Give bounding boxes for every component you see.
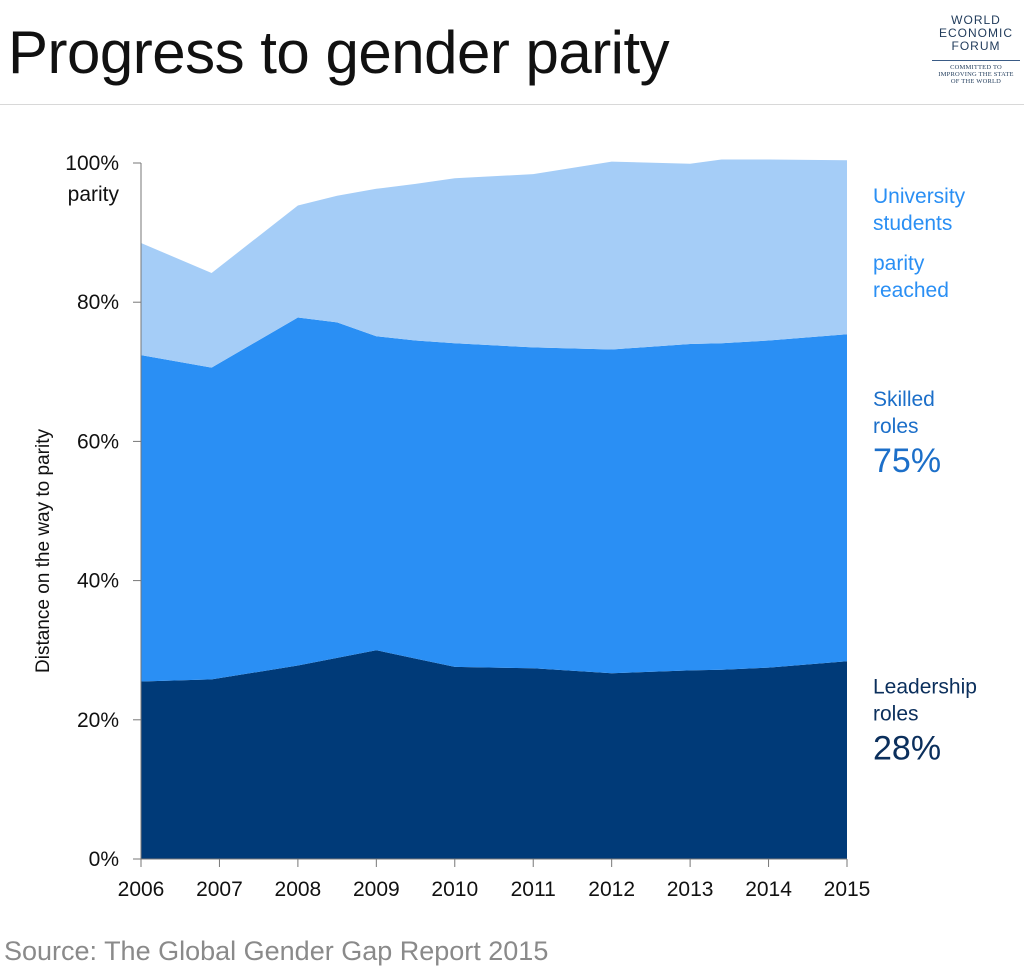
x-tick-label: 2012: [588, 878, 635, 901]
source-note: Source: The Global Gender Gap Report 201…: [4, 936, 549, 966]
annotation-university-line: students: [873, 212, 952, 235]
y-axis-title: Distance on the way to parity: [33, 429, 54, 673]
annotation-leadership-line: roles: [873, 702, 919, 725]
annotation-university-line: University: [873, 185, 966, 208]
y-tick-label: 40%: [77, 570, 119, 593]
annotation-leadership-line: Leadership: [873, 675, 977, 698]
annotation-skilled-line: Skilled: [873, 388, 935, 411]
logo-rule: [932, 60, 1020, 61]
wef-logo: WORLD ECONOMIC FORUM COMMITTED TO IMPROV…: [928, 14, 1024, 85]
title-divider: [0, 104, 1024, 105]
y-tick-label: 80%: [77, 291, 119, 314]
x-tick-label: 2014: [745, 878, 792, 901]
annotation-parity-reached-line: parity: [873, 252, 925, 275]
x-tick-label: 2013: [667, 878, 714, 901]
x-tick-label: 2008: [275, 878, 322, 901]
logo-line-world: WORLD: [951, 13, 1001, 27]
x-tick-label: 2009: [353, 878, 400, 901]
x-tick-label: 2006: [118, 878, 165, 901]
y-tick-label: 20%: [77, 709, 119, 732]
y-parity-label: parity: [68, 183, 120, 206]
logo-line-forum: FORUM: [951, 39, 1001, 53]
y-tick-label: 0%: [89, 848, 119, 871]
page-title: Progress to gender parity: [8, 19, 670, 86]
x-tick-label: 2011: [511, 878, 556, 901]
logo-motto: COMMITTED TO IMPROVING THE STATE OF THE …: [938, 64, 1014, 85]
annotation-parity-reached-line: reached: [873, 279, 949, 302]
y-tick-label: 100%: [65, 152, 119, 175]
annotation-skilled-line: roles: [873, 415, 919, 438]
area-skilled-roles: [141, 317, 847, 682]
y-tick-label: 60%: [77, 430, 119, 453]
stacked-area-chart: 0% 20% 40% 60% 80% 100% parity 2006 2007 2008 2009…: [33, 152, 977, 901]
logo-line-economic: ECONOMIC: [939, 26, 1013, 40]
annotation-skilled-value: 75%: [873, 442, 941, 480]
x-tick-label: 2007: [196, 878, 243, 901]
area-leadership-roles: [141, 650, 847, 859]
x-tick-label: 2015: [824, 878, 871, 901]
x-tick-label: 2010: [431, 878, 478, 901]
annotation-leadership-value: 28%: [873, 729, 941, 767]
area-university-students: [141, 159, 847, 368]
